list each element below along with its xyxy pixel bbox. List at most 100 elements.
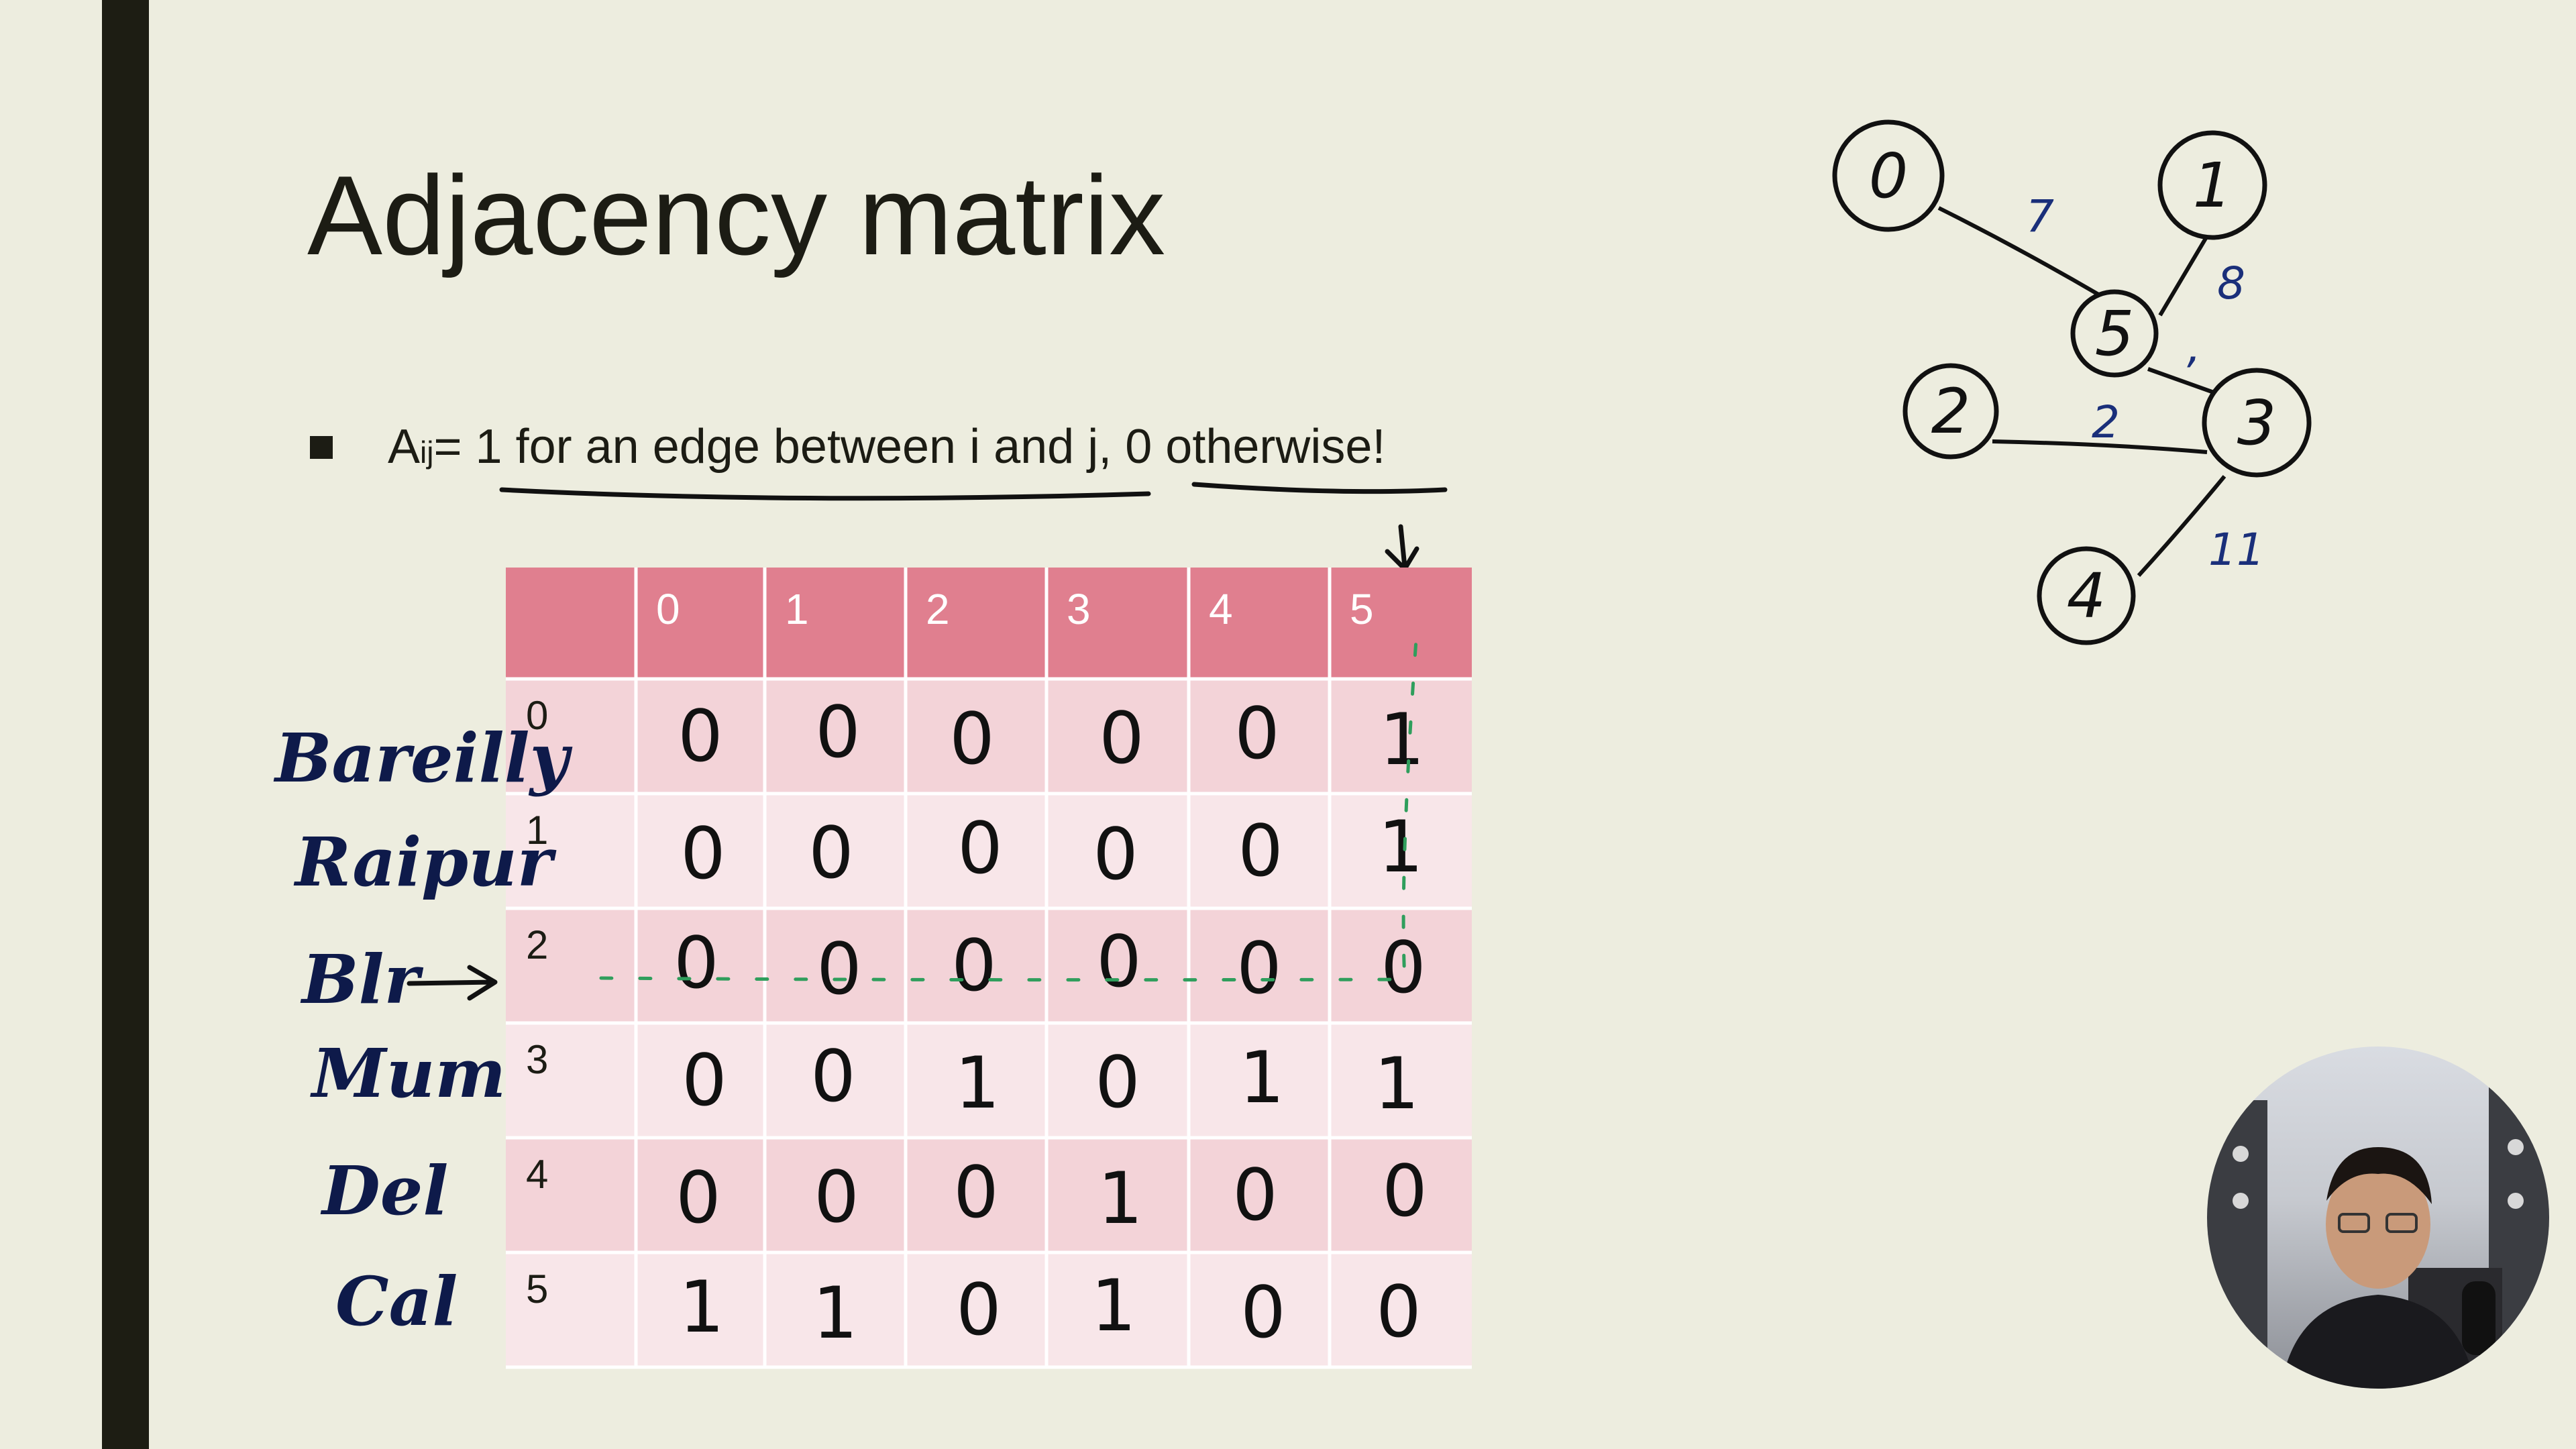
- edge-weight-label: 2: [2092, 396, 2120, 448]
- graph-node-circle: [1902, 363, 1999, 460]
- graph-edge: [1937, 206, 2101, 297]
- row-header: 3: [526, 1037, 548, 1082]
- matrix-symbol: A: [388, 420, 421, 474]
- matrix-cell-value: 0: [808, 812, 853, 894]
- graph-node: 5: [2070, 289, 2159, 378]
- down-arrow-ink: [1385, 524, 1419, 572]
- graph-node-label: 5: [2095, 298, 2135, 370]
- graph-edge: [1992, 439, 2208, 454]
- presenter-webcam: [2207, 1046, 2549, 1389]
- graph-node: 2: [1902, 363, 1999, 460]
- graph-node-circle: [2202, 368, 2312, 478]
- matrix-cell-value: 0: [682, 1039, 727, 1122]
- graph-node: 1: [2157, 130, 2267, 240]
- edge-weight-label: 7: [2026, 191, 2054, 242]
- graph-edge: [2147, 367, 2215, 394]
- column-header: 2: [926, 585, 950, 633]
- city-label: Cal: [335, 1262, 458, 1341]
- matrix-cell-value: 1: [1374, 1042, 1419, 1125]
- city-label: Raipur: [293, 822, 557, 902]
- right-arrow-ink: [407, 965, 498, 1001]
- row-header: 4: [526, 1152, 548, 1197]
- matrix-cell-value: 0: [1099, 697, 1144, 780]
- city-label: Mum: [310, 1034, 506, 1113]
- city-label: Del: [320, 1151, 448, 1230]
- graph-edge: [2158, 235, 2209, 317]
- table-row: [506, 794, 1472, 908]
- column-header: 4: [1209, 585, 1233, 633]
- definition-text: = 1 for an edge between i and j, 0 other…: [433, 420, 1386, 474]
- table-header-row: [506, 568, 1472, 679]
- row-header: 0: [526, 693, 548, 738]
- row-header: 1: [526, 808, 548, 853]
- edge-weight-label: ,: [2187, 321, 2201, 373]
- table-row: [506, 1023, 1472, 1138]
- matrix-cell-value: 0: [956, 1269, 1001, 1351]
- graph-node-circle: [2070, 289, 2159, 378]
- matrix-cell-value: 0: [1382, 1150, 1427, 1232]
- matrix-cell-value: 0: [1376, 1271, 1421, 1353]
- matrix-cell-value: 0: [680, 812, 725, 895]
- green-dashed-trace: [599, 629, 1419, 982]
- graph-node-label: 1: [2193, 150, 2233, 221]
- matrix-cell-value: 0: [1096, 920, 1141, 1003]
- table-row: [506, 1138, 1472, 1252]
- city-label: Blr: [300, 940, 424, 1019]
- matrix-cell-value: 1: [1097, 1157, 1142, 1240]
- matrix-cell-value: 0: [1093, 813, 1138, 896]
- matrix-cell-value: 1: [955, 1042, 1000, 1124]
- graph-node: 3: [2202, 368, 2312, 478]
- matrix-cell-value: 0: [1236, 927, 1281, 1010]
- matrix-cell-value: 0: [1234, 692, 1279, 775]
- graph-node-circle: [2157, 130, 2267, 240]
- graph-edge: [2137, 475, 2226, 578]
- matrix-cell-value: 1: [1379, 698, 1424, 781]
- graph-node-label: 0: [1869, 140, 1909, 212]
- underline-ink: [499, 487, 1151, 501]
- graph-node-label: 4: [2067, 560, 2106, 632]
- underline-ink: [1191, 482, 1448, 494]
- matrix-cell-value: 1: [1378, 806, 1423, 888]
- adjacency-table: 0 1 2 3 4 5 0 1 2 3 4 5 0 0 0 0 0 1 0 0 0 0 0 1 0 0 0 0 0 0 0 0 1 0 1 1 0 0…: [506, 568, 1472, 1369]
- slide-side-bar: [102, 0, 149, 1449]
- matrix-cell-value: 0: [1240, 1271, 1285, 1354]
- row-header: 2: [526, 922, 548, 967]
- matrix-cell-value: 0: [676, 1157, 720, 1239]
- column-header: 0: [656, 585, 680, 633]
- matrix-cell-value: 0: [814, 1156, 859, 1238]
- matrix-cell-value: 0: [815, 691, 860, 773]
- graph-node: 4: [2037, 546, 2136, 645]
- presenter-avatar: [2207, 1087, 2549, 1389]
- matrix-cell-value: 0: [1095, 1041, 1140, 1124]
- graph-diagram: 0 1 5 2 3 4 7 8, 2 11: [1832, 119, 2312, 645]
- matrix-cell-value: 0: [816, 928, 861, 1010]
- slide-title: Adjacency matrix: [307, 152, 1166, 278]
- matrix-cell-value: 0: [957, 807, 1002, 890]
- edge-weight-label: 11: [2208, 524, 2265, 576]
- matrix-cell-value: 0: [949, 698, 994, 780]
- edge-weight-label: 8: [2217, 258, 2245, 309]
- graph-node-label: 3: [2237, 387, 2277, 459]
- matrix-cell-value: 0: [953, 1151, 998, 1234]
- matrix-cell-value: 0: [1232, 1154, 1277, 1236]
- row-header: 5: [526, 1267, 548, 1311]
- graph-node-circle: [2037, 546, 2136, 645]
- matrix-cell-value: 0: [951, 924, 996, 1007]
- column-header: 3: [1067, 585, 1091, 633]
- matrix-cell-value: 1: [679, 1266, 724, 1348]
- bullet-square-icon: [310, 436, 333, 459]
- matrix-cell-value: 1: [1091, 1265, 1136, 1347]
- table-row: [506, 1252, 1472, 1367]
- column-header: 5: [1350, 585, 1374, 633]
- matrix-cell-value: 0: [678, 695, 722, 777]
- matrix-cell-value: 0: [1381, 926, 1426, 1009]
- matrix-cell-value: 0: [810, 1035, 855, 1118]
- matrix-cell-value: 1: [812, 1272, 857, 1354]
- graph-node-circle: [1832, 119, 1945, 232]
- table-row: [506, 679, 1472, 794]
- graph-node-label: 2: [1931, 376, 1971, 447]
- matrix-cell-value: 0: [674, 922, 718, 1004]
- graph-node: 0: [1832, 119, 1945, 232]
